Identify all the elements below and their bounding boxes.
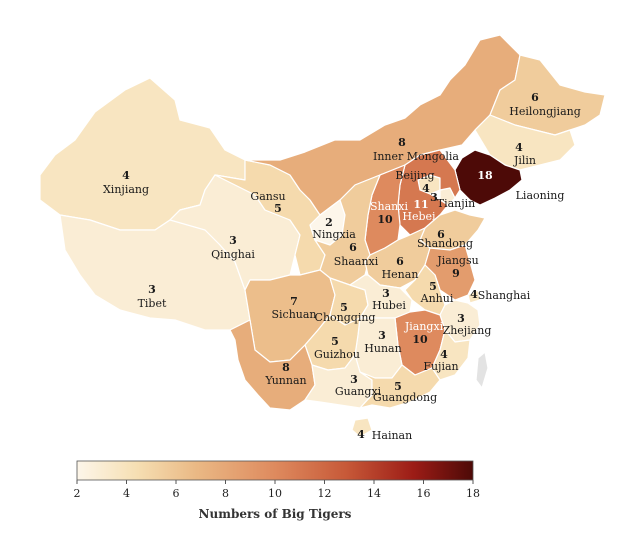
legend-tick-label: 6 [173,487,180,500]
guangxi-label: Guangxi [335,385,382,398]
shanghai-value: 4 [470,288,478,301]
region-guangdong [359,364,441,409]
legend-tick-label: 12 [318,487,332,500]
jiangsu-label: Jiangsu [436,254,478,267]
legend-tick-label: 4 [123,487,130,500]
anhui-label: Anhui [420,292,454,305]
shaanxi-label: Shaanxi [334,255,379,268]
hubei-value: 3 [382,287,390,300]
hainan-value: 4 [357,428,365,441]
hunan-value: 3 [378,329,386,342]
guizhou-value: 5 [331,335,339,348]
zhejiang-value: 3 [457,312,465,325]
region-shanghai [467,289,481,304]
chongqing-value: 5 [340,301,348,314]
hunan-label: Hunan [364,342,401,355]
gansu-label: Gansu [250,190,285,203]
fujian-value: 4 [440,348,448,361]
legend-colorbar [76,460,474,481]
qinghai-label: Qinghai [211,248,255,261]
shanghai-label: Shanghai [478,289,531,302]
yunnan-value: 8 [282,361,290,374]
legend-tick-label: 8 [222,487,229,500]
qinghai-value: 3 [229,234,237,247]
heilongjiang-label: Heilongjiang [509,105,581,118]
xinjiang-value: 4 [122,169,130,182]
guangdong-value: 5 [394,380,402,393]
shandong-value: 6 [437,228,445,241]
ningxia-value: 2 [325,216,333,229]
legend-tick-label: 14 [367,487,381,500]
henan-label: Henan [382,268,419,281]
tianjin-value: 3 [430,191,438,204]
sichuan-label: Sichuan [271,308,316,321]
guizhou-label: Guizhou [314,348,360,361]
legend-title: Numbers of Big Tigers [199,507,352,521]
yunnan-label: Yunnan [264,374,306,387]
legend-tick-label: 16 [417,487,431,500]
shaanxi-value: 6 [349,241,357,254]
hainan-label: Hainan [372,429,412,442]
legend-tick-label: 10 [268,487,282,500]
color-legend: 2 4 6 8 10 12 14 16 18 Numbers of Big Tigers [74,460,480,521]
beijing-value: 4 [422,182,430,195]
region-yunnan [229,319,316,411]
legend-tick-label: 18 [466,487,480,500]
shanxi-label: Shanxi [370,200,408,213]
jiangsu-value: 9 [452,267,460,280]
xinjiang-label: Xinjiang [103,183,149,196]
sichuan-value: 7 [290,295,298,308]
tibet-value: 3 [148,283,156,296]
tibet-label: Tibet [138,297,167,310]
heilongjiang-value: 6 [531,91,539,104]
region-taiwan [475,351,489,389]
region-hainan [351,417,373,438]
region-hebei [397,149,461,236]
beijing-label: Beijing [395,169,434,182]
hebei-label: Hebei [402,210,436,223]
hebei-value: 11 [413,198,428,211]
anhui-value: 5 [429,280,437,293]
inner-mongolia-label: Inner Mongolia [373,150,459,163]
zhejiang-label: Zhejiang [443,324,492,337]
tianjin-label: Tianjin [437,197,476,210]
liaoning-value: 18 [477,169,493,182]
guangdong-label: Guangdong [373,391,437,404]
legend-tick-label: 2 [74,487,81,500]
jilin-value: 4 [515,141,523,154]
region-liaoning [454,149,523,206]
gansu-value: 5 [274,202,282,215]
ningxia-label: Ningxia [312,228,356,241]
henan-value: 6 [396,255,404,268]
liaoning-label: Liaoning [516,189,565,202]
shandong-label: Shandong [417,237,473,250]
guangxi-value: 3 [350,373,358,386]
jiangxi-value: 10 [412,333,428,346]
hubei-label: Hubei [372,299,406,312]
jiangxi-label: Jiangxi [404,320,444,333]
fujian-label: Fujian [423,360,458,373]
inner-mongolia-value: 8 [398,136,406,149]
jilin-label: Jilin [513,154,536,167]
chongqing-label: Chongqing [315,311,376,324]
shanxi-value: 10 [377,213,393,226]
